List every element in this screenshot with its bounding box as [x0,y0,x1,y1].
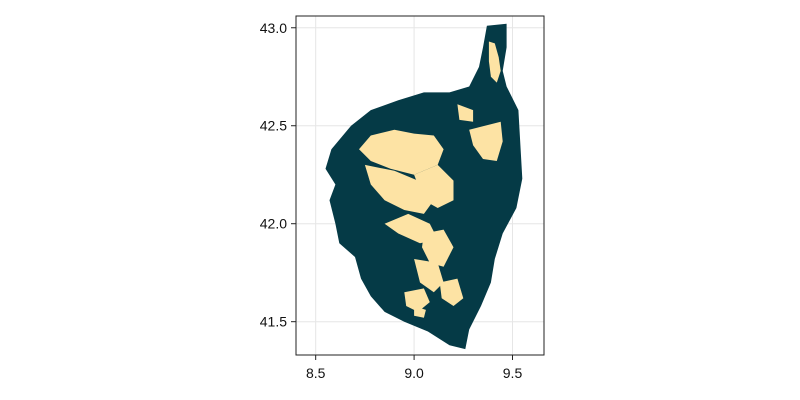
highland-region [457,104,474,122]
y-tick-label: 41.5 [260,314,287,330]
highland-region [414,259,444,293]
highland-region [414,306,426,318]
y-tick-label: 43.0 [260,20,287,36]
y-tick-label: 42.0 [260,216,287,232]
highland-region [488,41,501,83]
plot-frame [295,15,545,356]
x-tick-label: 9.0 [404,365,424,381]
highland-region [422,229,454,267]
axis-ticks: 8.5 9.0 9.5 41.5 42.0 42.5 43.0 [260,20,523,381]
highland-region [439,278,464,306]
y-tick-label: 42.5 [260,118,287,134]
highland-region [364,164,434,214]
highland-region [359,129,444,175]
highland-region [414,164,454,208]
highland-region [404,288,430,312]
highland-region [469,121,503,161]
x-tick-label: 8.5 [306,365,326,381]
x-tick-label: 9.5 [503,365,523,381]
map-layer [325,23,523,350]
